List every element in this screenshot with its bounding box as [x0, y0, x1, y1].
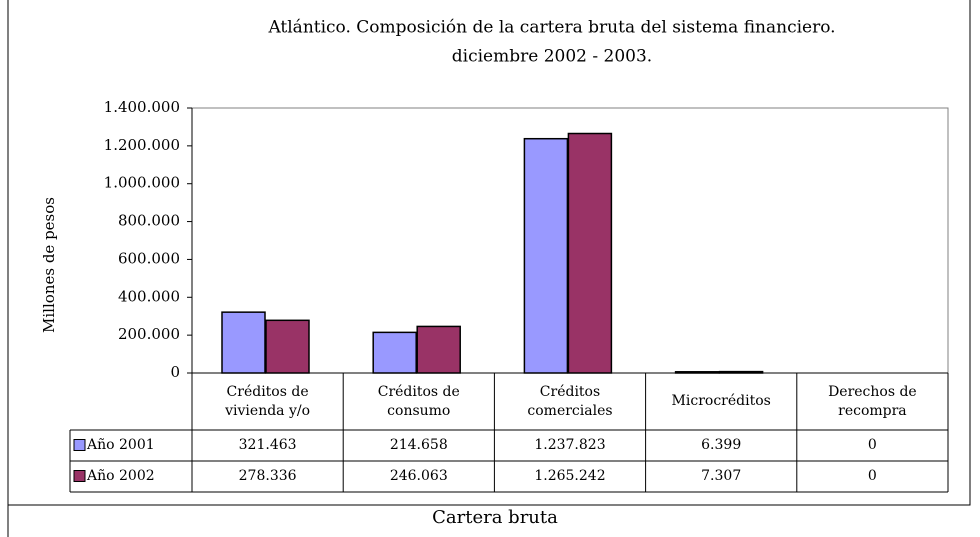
- x-tick-label: Créditos de consumo: [377, 383, 460, 419]
- y-tick-label: 1.000.000: [104, 174, 180, 192]
- bar: [523, 137, 569, 374]
- data-label: 1.265.242: [534, 468, 606, 484]
- bar: [416, 325, 461, 374]
- data-label: 278.336: [238, 468, 297, 484]
- bar: [265, 319, 310, 374]
- x-tick-label: Créditos comerciales: [527, 383, 613, 419]
- data-label: 321.463: [238, 437, 297, 453]
- data-label: 7.307: [701, 468, 742, 484]
- y-tick-label: 1.400.000: [104, 98, 180, 116]
- legend-key: [73, 470, 86, 482]
- x-axis-title: Cartera bruta: [432, 507, 558, 528]
- data-label: 1.237.823: [534, 437, 606, 453]
- legend-key: [73, 439, 86, 451]
- y-axis-title: Millones de pesos: [40, 197, 58, 333]
- y-tick-label: 600.000: [118, 249, 180, 267]
- legend-label: Año 2002: [87, 468, 155, 484]
- legend-label: Año 2001: [87, 437, 155, 453]
- bar: [567, 132, 613, 374]
- bar: [221, 311, 266, 374]
- x-tick-label: Derechos de recompra: [828, 383, 917, 419]
- y-tick-label: 800.000: [118, 212, 180, 230]
- data-label: 0: [867, 468, 877, 484]
- y-tick-label: 400.000: [118, 287, 180, 305]
- y-tick-label: 200.000: [118, 325, 180, 343]
- chart-frame: [7, 0, 971, 506]
- data-label: 214.658: [389, 437, 448, 453]
- bar: [372, 331, 417, 374]
- chart-title: Atlántico. Composición de la cartera bru…: [267, 18, 835, 38]
- data-label: 246.063: [389, 468, 448, 484]
- data-label: 0: [867, 437, 877, 453]
- x-tick-label: Microcréditos: [671, 393, 771, 409]
- chart-subtitle: diciembre 2002 - 2003.: [452, 47, 652, 67]
- y-tick-label: 0: [170, 363, 180, 381]
- x-tick-label: Créditos de vivienda y/o: [225, 383, 311, 419]
- data-label: 6.399: [701, 437, 742, 453]
- y-tick-label: 1.200.000: [104, 136, 180, 154]
